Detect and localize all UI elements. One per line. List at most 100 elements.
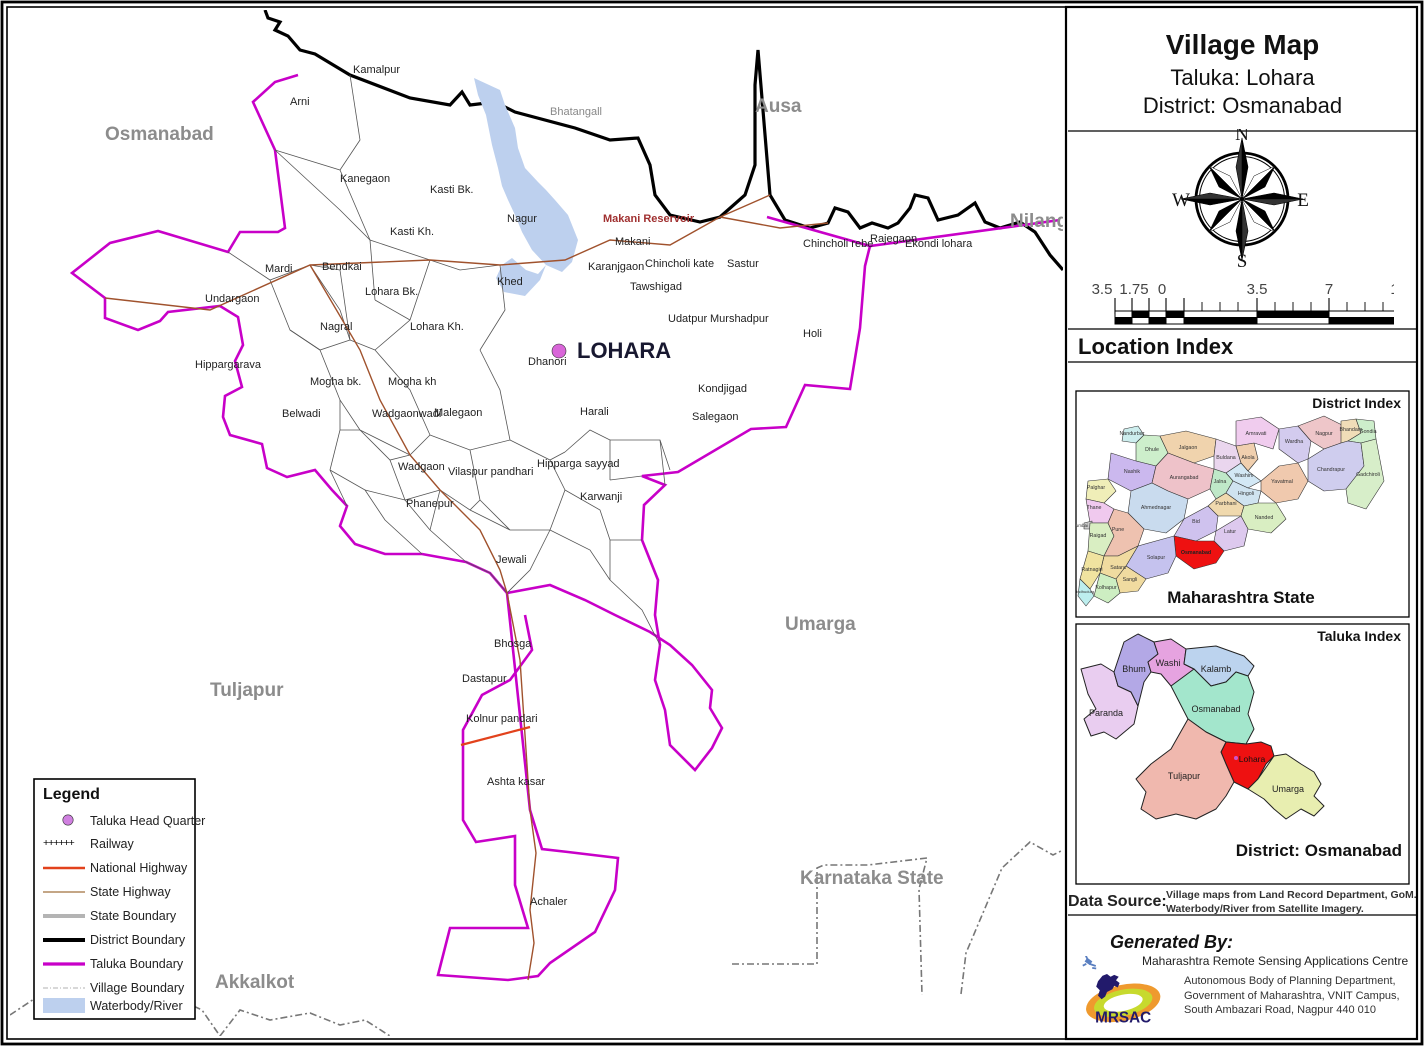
- svg-text:3.5: 3.5: [1247, 284, 1268, 298]
- svg-text:Latur: Latur: [1224, 529, 1236, 535]
- svg-text:Jewali: Jewali: [496, 554, 527, 566]
- svg-text:E: E: [1297, 190, 1309, 211]
- svg-text:Mogha kh: Mogha kh: [388, 376, 436, 388]
- svg-text:Raigad: Raigad: [1090, 533, 1107, 539]
- svg-text:Bendkai: Bendkai: [322, 261, 362, 273]
- svg-text:Pune: Pune: [1112, 527, 1124, 533]
- svg-text:1.75: 1.75: [1119, 284, 1148, 298]
- svg-text:Washim: Washim: [1235, 473, 1255, 479]
- svg-text:Dastapur: Dastapur: [462, 673, 507, 685]
- svg-text:Ratnagiri: Ratnagiri: [1081, 567, 1102, 573]
- svg-text:Tawshigad: Tawshigad: [630, 281, 682, 293]
- svg-text:7: 7: [1325, 284, 1333, 298]
- svg-text:Jalna: Jalna: [1214, 479, 1227, 485]
- svg-text:Kasti Bk.: Kasti Bk.: [430, 184, 473, 196]
- svg-text:Bid: Bid: [1192, 519, 1200, 525]
- svg-text:MRSAC: MRSAC: [1095, 1010, 1151, 1027]
- svg-text:Dhule: Dhule: [1145, 447, 1159, 453]
- svg-text:Yavatmal: Yavatmal: [1271, 479, 1293, 485]
- svg-text:Bhum: Bhum: [1122, 664, 1146, 674]
- svg-text:W: W: [1172, 190, 1190, 211]
- svg-text:Ausa: Ausa: [755, 96, 802, 117]
- svg-text:Kolnur pandari: Kolnur pandari: [466, 713, 538, 725]
- svg-text:Gondia: Gondia: [1359, 429, 1376, 435]
- svg-text:Satara: Satara: [1110, 565, 1126, 571]
- svg-text:Aurangabad: Aurangabad: [1170, 475, 1199, 481]
- svg-text:Ashta kasar: Ashta kasar: [487, 776, 545, 788]
- svg-text:Osmanabad: Osmanabad: [1191, 704, 1240, 714]
- svg-text:Nandurbar: Nandurbar: [1119, 431, 1144, 437]
- svg-text:Nagpur: Nagpur: [1315, 431, 1333, 437]
- svg-text:Thane: Thane: [1086, 505, 1101, 511]
- svg-text:Vilaspur pandhari: Vilaspur pandhari: [448, 466, 533, 478]
- svg-text:Chincholi kate: Chincholi kate: [645, 258, 714, 270]
- svg-text:Hipparga sayyad: Hipparga sayyad: [537, 458, 620, 470]
- svg-text:Wadgaon: Wadgaon: [398, 461, 445, 473]
- svg-text:Palghar: Palghar: [1087, 485, 1105, 491]
- svg-text:Mogha bk.: Mogha bk.: [310, 376, 361, 388]
- svg-text:LOHARA: LOHARA: [577, 338, 671, 363]
- svg-text:Osmanabad: Osmanabad: [1181, 550, 1211, 556]
- svg-text:District Boundary: District Boundary: [90, 933, 186, 947]
- svg-text:Nagral: Nagral: [320, 321, 352, 333]
- svg-text:Karanjgaon: Karanjgaon: [588, 261, 644, 273]
- svg-text:Parbhani: Parbhani: [1215, 501, 1236, 507]
- svg-text:Railway: Railway: [90, 837, 135, 851]
- svg-text:Bhatangall: Bhatangall: [550, 106, 602, 118]
- svg-text:++++++: ++++++: [43, 837, 75, 849]
- svg-text:Hingoli: Hingoli: [1238, 491, 1254, 497]
- svg-text:State Highway: State Highway: [90, 885, 171, 899]
- svg-text:Lohara Bk.: Lohara Bk.: [365, 286, 418, 298]
- svg-text:Lohara Kh.: Lohara Kh.: [410, 321, 464, 333]
- svg-text:Taluka Head Quarter: Taluka Head Quarter: [90, 814, 205, 828]
- svg-text:Ahmednagar: Ahmednagar: [1141, 505, 1172, 511]
- svg-text:Achaler: Achaler: [530, 896, 568, 908]
- svg-text:Kolhapur: Kolhapur: [1095, 585, 1116, 591]
- svg-text:District: Osmanabad: District: Osmanabad: [1236, 841, 1402, 860]
- svg-text:Murshadpur: Murshadpur: [710, 313, 769, 325]
- svg-text:Tuljapur: Tuljapur: [1168, 771, 1200, 781]
- svg-text:Maharashtra State: Maharashtra State: [1167, 588, 1314, 607]
- svg-text:Wadgaonwadi: Wadgaonwadi: [372, 408, 441, 420]
- svg-text:Kalamb: Kalamb: [1201, 664, 1232, 674]
- svg-text:Belwadi: Belwadi: [282, 408, 321, 420]
- svg-text:Khed: Khed: [497, 276, 523, 288]
- svg-text:Chincholi rebe: Chincholi rebe: [803, 238, 873, 250]
- svg-text:Solapur: Solapur: [1147, 555, 1165, 561]
- svg-text:Harali: Harali: [580, 406, 609, 418]
- svg-text:Kamalpur: Kamalpur: [353, 64, 400, 76]
- svg-text:Lohara: Lohara: [1239, 754, 1266, 764]
- svg-text:Karnataka State: Karnataka State: [800, 868, 944, 889]
- svg-text:Sastur: Sastur: [727, 258, 759, 270]
- svg-text:Kondjigad: Kondjigad: [698, 383, 747, 395]
- svg-text:Holi: Holi: [803, 328, 822, 340]
- svg-text:Sangli: Sangli: [1123, 577, 1138, 583]
- svg-text:Salegaon: Salegaon: [692, 411, 739, 423]
- svg-text:Jalgaon: Jalgaon: [1179, 445, 1198, 451]
- svg-text:Gadchiroli: Gadchiroli: [1356, 472, 1380, 478]
- svg-text:Osmanabad: Osmanabad: [105, 124, 214, 145]
- svg-text:Waterbody/River: Waterbody/River: [90, 999, 183, 1013]
- svg-text:Amravati: Amravati: [1246, 431, 1267, 437]
- svg-text:Makani Reservoir: Makani Reservoir: [603, 213, 695, 225]
- svg-text:0: 0: [1158, 284, 1166, 298]
- svg-text:Umarga: Umarga: [785, 614, 856, 635]
- svg-text:Mumbai: Mumbai: [1076, 523, 1088, 528]
- svg-text:Washi: Washi: [1156, 658, 1181, 668]
- svg-text:Buldana: Buldana: [1216, 455, 1235, 461]
- svg-text:Village Boundary: Village Boundary: [90, 981, 185, 995]
- svg-text:Hippargarava: Hippargarava: [195, 359, 262, 371]
- svg-text:Nilanga: Nilanga: [1010, 211, 1063, 232]
- svg-text:Paranda: Paranda: [1089, 708, 1123, 718]
- svg-text:Nagur: Nagur: [507, 213, 537, 225]
- svg-text:Akola: Akola: [1241, 455, 1254, 461]
- svg-text:Arni: Arni: [290, 96, 310, 108]
- svg-text:Malegaon: Malegaon: [434, 407, 482, 419]
- svg-text:Nanded: Nanded: [1255, 515, 1274, 521]
- svg-text:Legend: Legend: [43, 786, 100, 803]
- svg-text:Karwanji: Karwanji: [580, 491, 622, 503]
- svg-text:Ekondi lohara: Ekondi lohara: [905, 238, 973, 250]
- svg-text:Makani: Makani: [615, 236, 650, 248]
- svg-text:10.5: 10.5: [1390, 284, 1394, 298]
- svg-text:Phanepur: Phanepur: [406, 498, 454, 510]
